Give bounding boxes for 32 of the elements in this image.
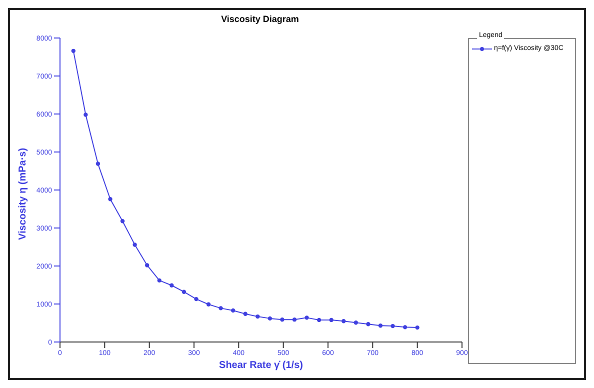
- point: [390, 324, 395, 328]
- x-axis-title: Shear Rate γ̇ (1/s): [219, 360, 303, 371]
- point: [292, 317, 297, 322]
- point: [108, 197, 112, 202]
- point: [354, 320, 358, 325]
- point: [218, 306, 223, 310]
- chart-title: Viscosity Diagram: [220, 14, 300, 24]
- point: [366, 322, 370, 326]
- point: [157, 278, 162, 283]
- point: [145, 263, 150, 268]
- point: [71, 48, 76, 54]
- point: [415, 325, 420, 330]
- point: [132, 242, 137, 247]
- point: [120, 219, 125, 224]
- point: [96, 162, 100, 166]
- point: [378, 324, 383, 328]
- point: [206, 302, 211, 306]
- point: [316, 318, 322, 322]
- point: [268, 316, 272, 321]
- point: [194, 296, 198, 302]
- point: [280, 317, 284, 322]
- point: [342, 319, 346, 324]
- point: [256, 314, 260, 319]
- point: [304, 316, 309, 320]
- point: [243, 312, 248, 316]
- point: [329, 318, 334, 322]
- point: [84, 112, 88, 117]
- point: [170, 283, 174, 288]
- y-axis-title: Viscosity η (mPa·s): [18, 148, 29, 240]
- point: [230, 308, 236, 313]
- point: [402, 325, 408, 330]
- point: [182, 290, 186, 294]
